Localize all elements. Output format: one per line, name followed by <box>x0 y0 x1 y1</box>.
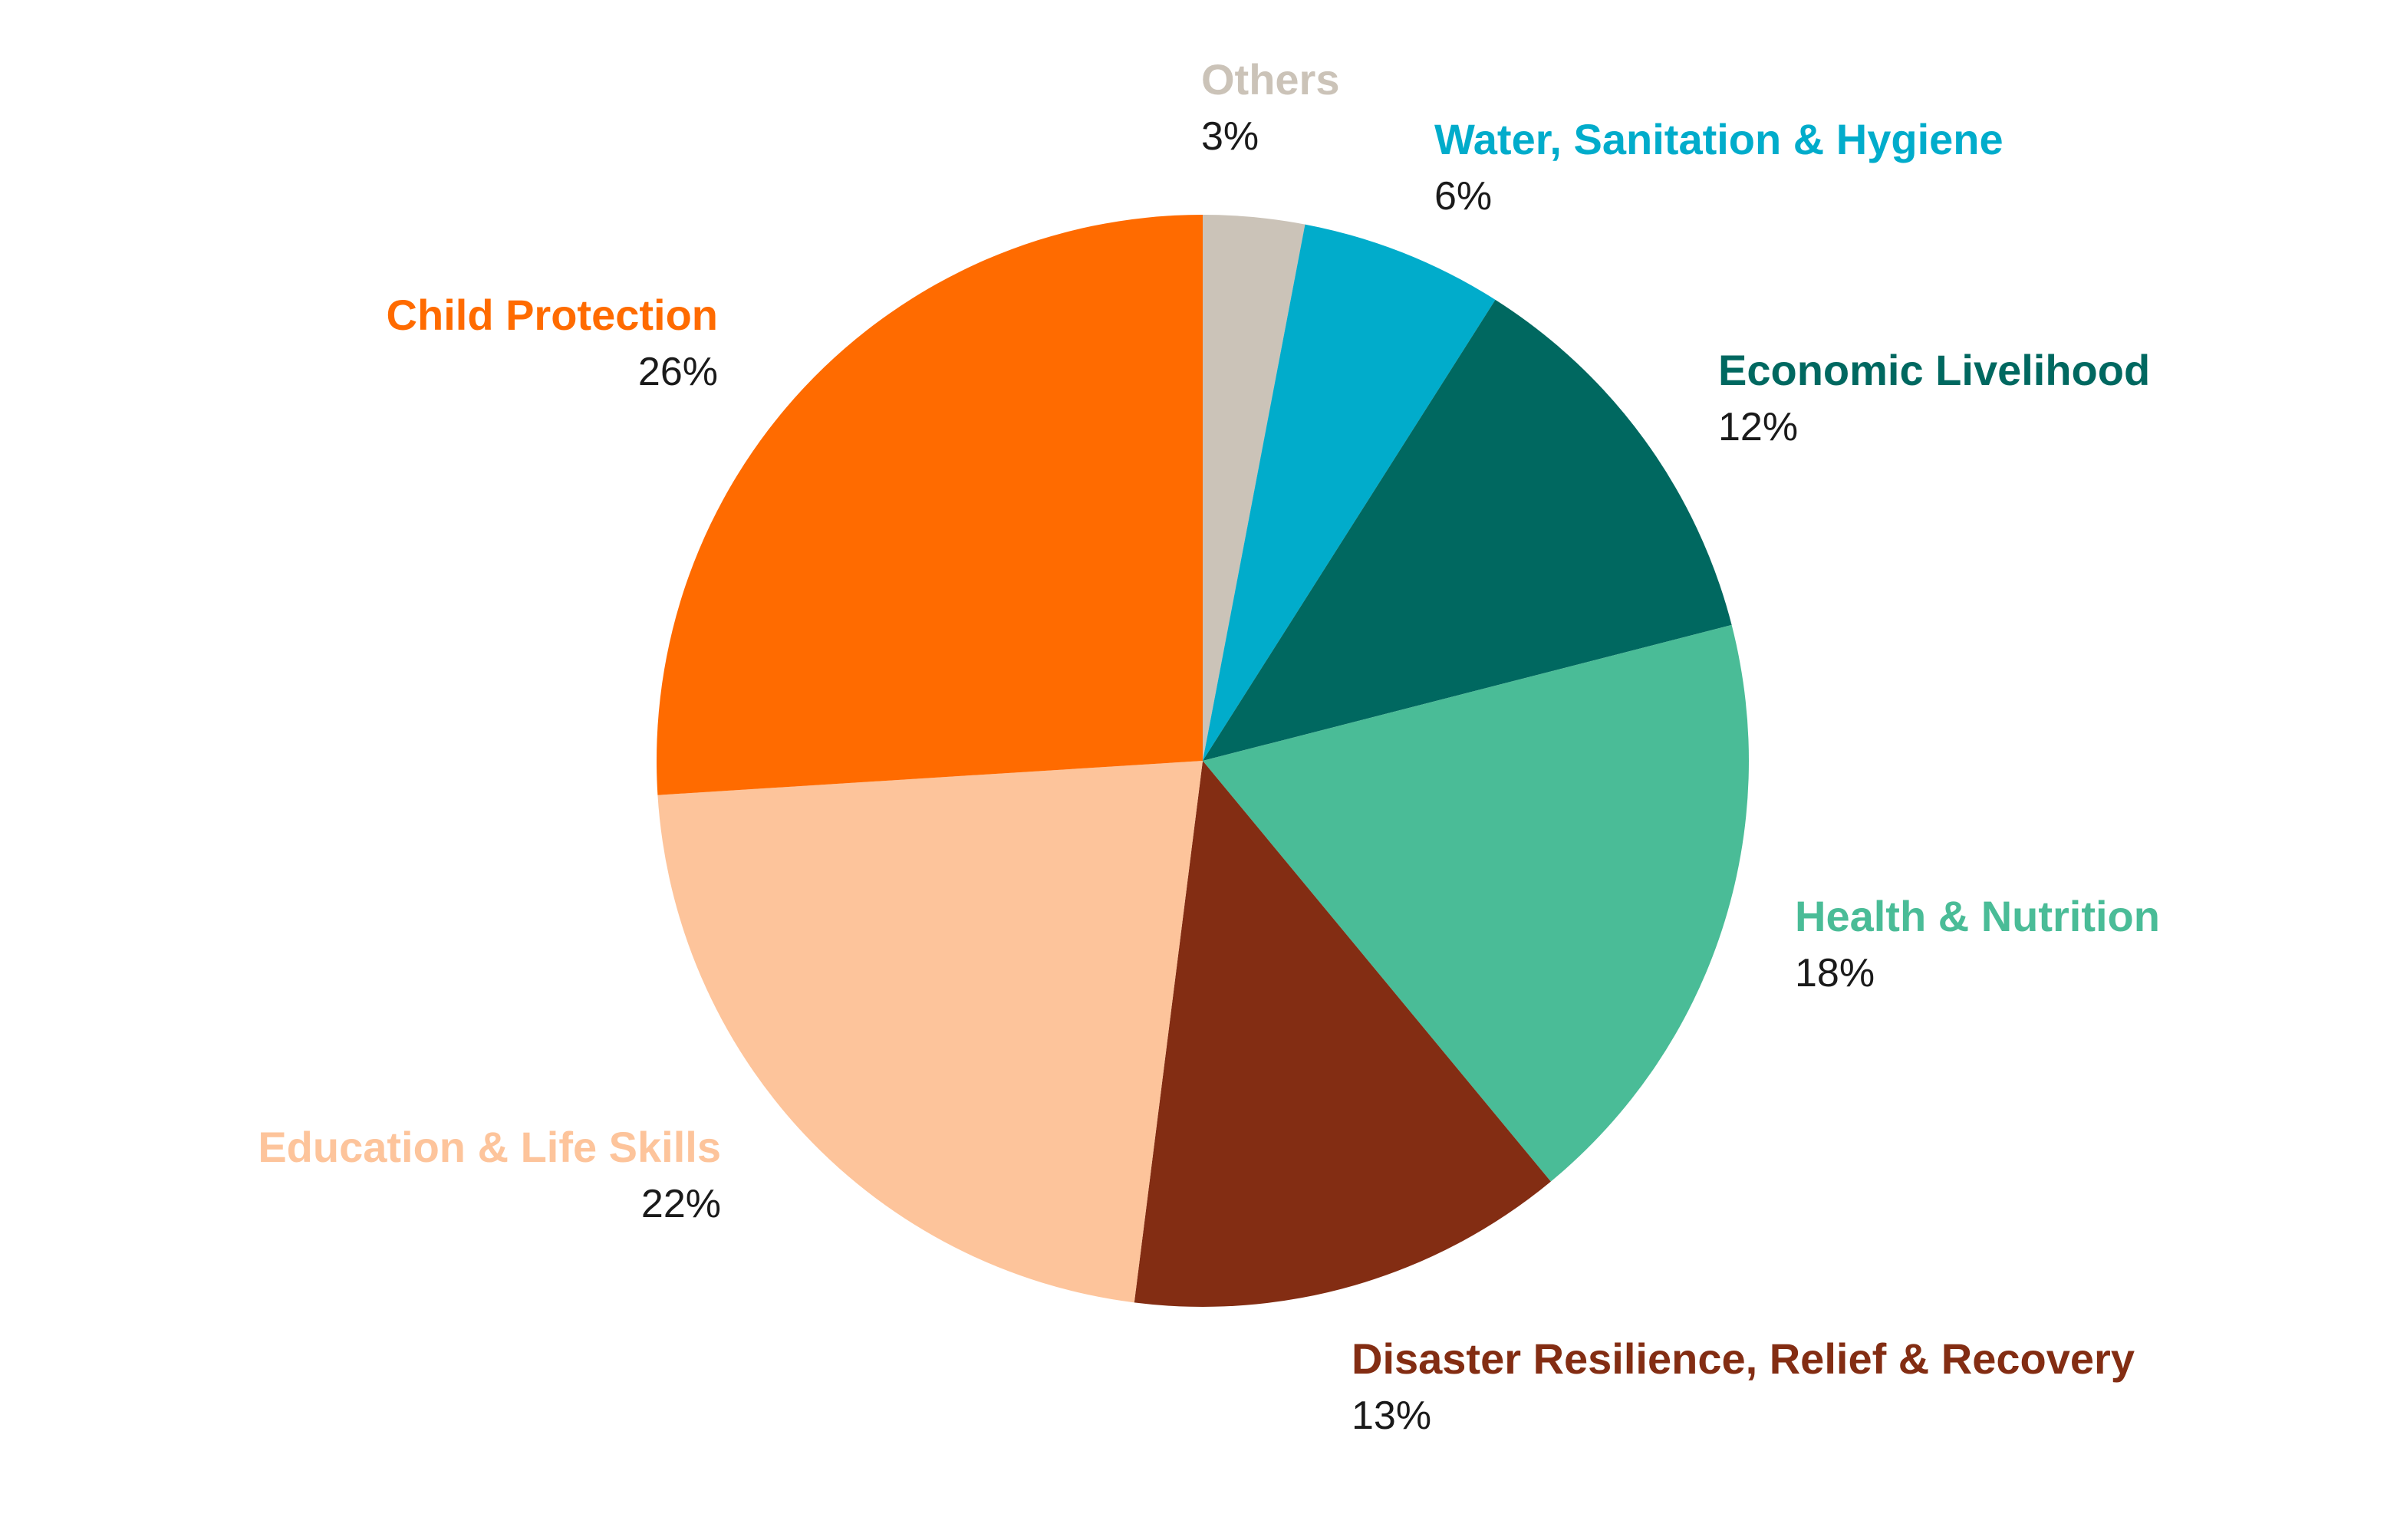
pie-labels: Others 3% Water, Sanitation & Hygiene 6% Eco… <box>258 55 2160 1438</box>
pie-slice-disaster-resilience-relief-and-recovery <box>1134 761 1551 1307</box>
slice-name-label: Water, Sanitation & Hygiene <box>1434 115 2004 163</box>
slice-value-label: 6% <box>1434 174 1492 219</box>
slice-value-label: 22% <box>641 1182 721 1226</box>
pie-slices <box>657 215 1749 1307</box>
slice-label-economic-livelihood: Economic Livelihood 12% <box>1718 346 2150 449</box>
slice-name-label: Economic Livelihood <box>1718 346 2150 394</box>
slice-value-label: 12% <box>1718 405 1798 449</box>
slice-label-disaster-resilience-relief-and-recovery: Disaster Resilience, Relief & Recovery 13… <box>1352 1334 2135 1438</box>
slice-label-others: Others 3% <box>1201 55 1340 159</box>
slice-name-label: Others <box>1201 55 1340 104</box>
slice-value-label: 13% <box>1352 1394 1431 1438</box>
pie-slice-economic-livelihood <box>1203 299 1732 762</box>
slice-value-label: 26% <box>638 350 718 394</box>
pie-slice-water-sanitation-and-hygiene <box>1203 224 1496 762</box>
slice-label-health-and-nutrition: Health & Nutrition 18% <box>1795 892 2160 995</box>
slice-name-label: Child Protection <box>387 291 718 339</box>
slice-value-label: 3% <box>1201 114 1259 159</box>
slice-name-label: Disaster Resilience, Relief & Recovery <box>1352 1334 2135 1383</box>
slice-value-label: 18% <box>1795 951 1875 995</box>
pie-slice-others <box>1203 215 1306 761</box>
slice-label-water-sanitation-and-hygiene: Water, Sanitation & Hygiene 6% <box>1434 115 2004 219</box>
slice-name-label: Health & Nutrition <box>1795 892 2160 940</box>
slice-name-label: Education & Life Skills <box>258 1123 721 1171</box>
pie-slice-education-and-life-skills <box>657 761 1203 1303</box>
pie-slice-child-protection <box>657 215 1203 795</box>
pie-slice-health-and-nutrition <box>1203 624 1749 1182</box>
slice-label-education-and-life-skills: Education & Life Skills 22% <box>258 1123 721 1226</box>
slice-label-child-protection: Child Protection 26% <box>387 291 718 394</box>
